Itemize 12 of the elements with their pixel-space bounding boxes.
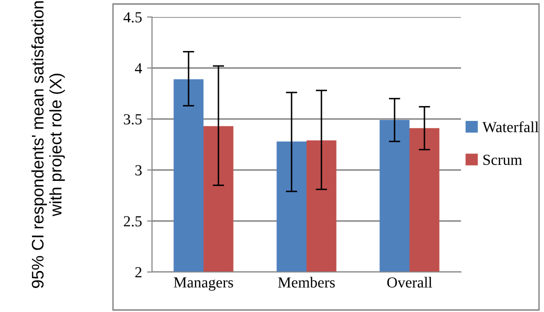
y-tick-label: 3 — [135, 165, 142, 176]
y-tick-label: 4 — [134, 63, 142, 74]
x-tick-label: Managers — [174, 277, 234, 291]
y-tick-label: 2 — [135, 267, 142, 278]
x-tick-label: Members — [278, 276, 335, 288]
y-tick-label: 4.5 — [123, 12, 142, 23]
y-tick-label: 2.5 — [124, 216, 142, 227]
legend-label: Scrum — [483, 154, 522, 165]
y-axis-title: 95% CI respondents' mean satisfaction with project role (X) — [31, 1, 65, 288]
legend-label: Waterfall — [482, 121, 539, 132]
y-tick-label: 3.5 — [124, 114, 142, 125]
x-tick-label: Overall — [387, 276, 432, 288]
